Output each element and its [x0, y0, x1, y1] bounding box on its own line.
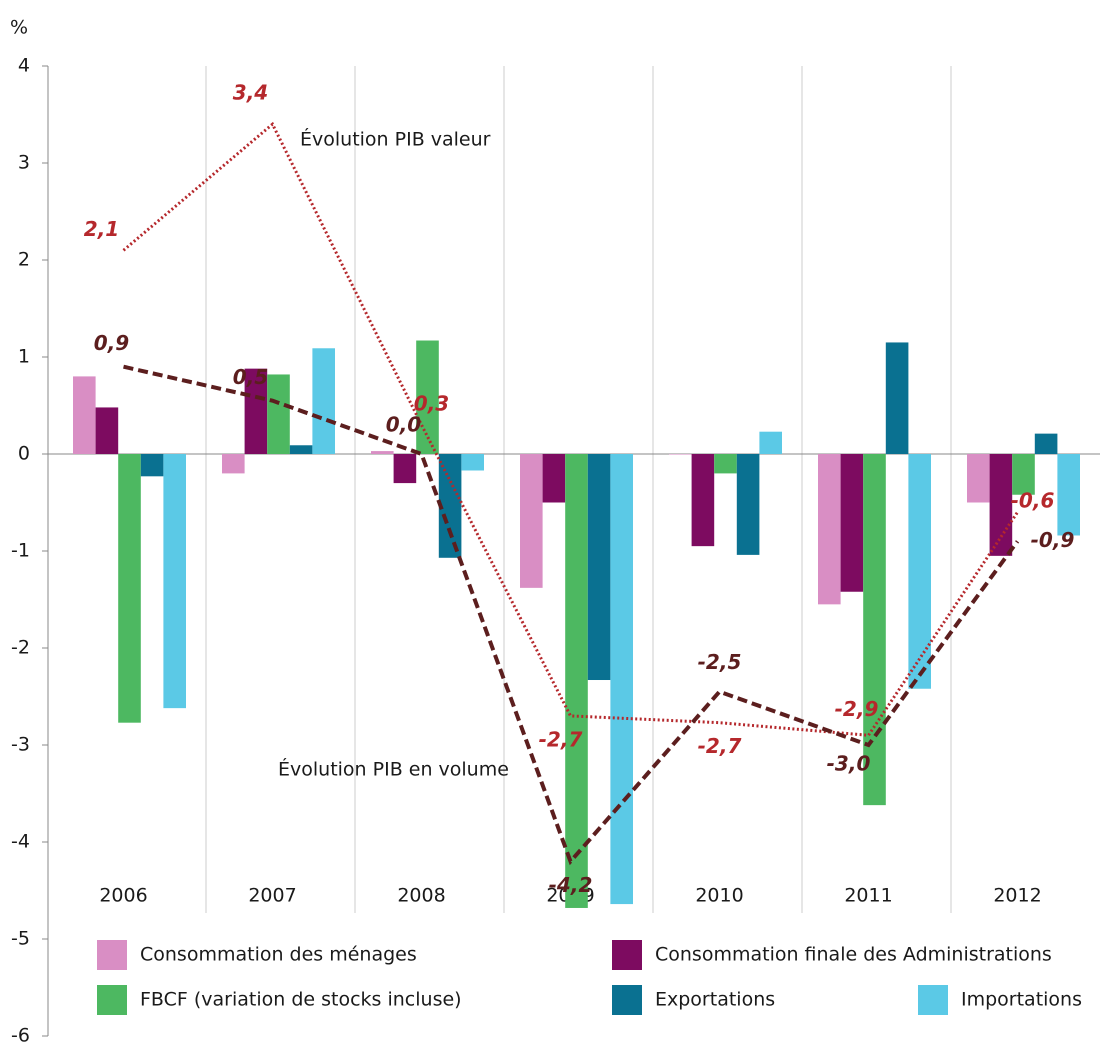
y-tick-label: -2 — [11, 637, 30, 659]
annotation: Évolution PIB valeur — [300, 128, 491, 151]
bar — [587, 454, 611, 681]
bar — [1034, 433, 1058, 454]
data-label: -2,9 — [835, 697, 879, 721]
y-tick-label: 1 — [18, 346, 30, 368]
data-label: 2,1 — [84, 217, 119, 241]
bar — [140, 454, 164, 477]
y-tick-label: -3 — [11, 734, 30, 756]
legend-swatch — [97, 985, 127, 1015]
data-label: -3,0 — [827, 752, 871, 776]
data-label: 0,5 — [233, 365, 268, 389]
bar — [818, 454, 841, 605]
y-tick-label: 3 — [18, 152, 30, 174]
legend-swatch — [612, 985, 642, 1015]
legend-swatch — [918, 985, 948, 1015]
x-tick-label: 2006 — [99, 885, 147, 907]
data-label: -0,9 — [1031, 528, 1075, 552]
y-tick-label: -4 — [11, 831, 30, 853]
legend-label: Consommation finale des Administrations — [655, 944, 1052, 966]
x-tick-label: 2007 — [248, 885, 296, 907]
bar — [989, 454, 1013, 556]
x-tick-label: 2010 — [695, 885, 743, 907]
y-unit: % — [10, 17, 28, 39]
bar — [840, 454, 864, 592]
bar — [371, 451, 394, 454]
x-tick-label: 2008 — [397, 885, 445, 907]
bar — [520, 454, 543, 588]
line-series — [123, 364, 1020, 866]
bar — [222, 454, 245, 474]
bar — [691, 454, 715, 547]
bar — [565, 454, 588, 908]
data-label: -4,2 — [549, 873, 593, 897]
bar — [736, 454, 760, 555]
bar — [393, 454, 417, 484]
legend-label: Consommation des ménages — [140, 944, 417, 966]
bar — [312, 348, 335, 454]
bar — [163, 454, 186, 709]
bar — [73, 376, 96, 454]
data-label: 0,0 — [386, 413, 422, 437]
bar — [967, 454, 990, 503]
y-tick-label: 4 — [18, 55, 30, 77]
bar — [908, 454, 931, 689]
y-tick-label: 2 — [18, 249, 30, 271]
legend-label: FBCF (variation de stocks incluse) — [140, 989, 462, 1011]
legend-label: Importations — [961, 989, 1082, 1011]
bar — [1012, 454, 1035, 495]
data-label: -2,7 — [539, 727, 583, 751]
legend-swatch — [612, 940, 642, 970]
bar — [669, 454, 692, 455]
bar — [542, 454, 566, 503]
legend-label: Exportations — [655, 989, 775, 1011]
bar — [289, 445, 313, 454]
bar — [610, 454, 633, 905]
data-label: 0,3 — [414, 391, 449, 415]
y-tick-label: -6 — [11, 1025, 30, 1043]
x-tick-label: 2011 — [844, 885, 892, 907]
annotation: Évolution PIB en volume — [278, 758, 509, 781]
bar — [863, 454, 886, 806]
y-tick-label: 0 — [18, 443, 30, 465]
line-series — [122, 121, 1019, 737]
x-tick-label: 2012 — [993, 885, 1041, 907]
y-tick-label: -5 — [11, 928, 30, 950]
legend-swatch — [97, 940, 127, 970]
data-label: -2,7 — [698, 734, 742, 758]
data-label: 3,4 — [233, 81, 268, 105]
y-tick-label: -1 — [11, 540, 30, 562]
bar — [1057, 454, 1080, 536]
data-label: 0,9 — [94, 331, 130, 355]
bar — [118, 454, 141, 723]
bar — [461, 454, 484, 471]
bar — [244, 368, 268, 454]
bar — [95, 407, 119, 454]
data-label: -0,6 — [1011, 489, 1055, 513]
bar — [267, 374, 290, 454]
bar — [759, 431, 782, 454]
bar — [714, 454, 737, 474]
bar — [438, 454, 462, 558]
data-label: -2,5 — [698, 650, 742, 674]
bar — [885, 342, 909, 454]
